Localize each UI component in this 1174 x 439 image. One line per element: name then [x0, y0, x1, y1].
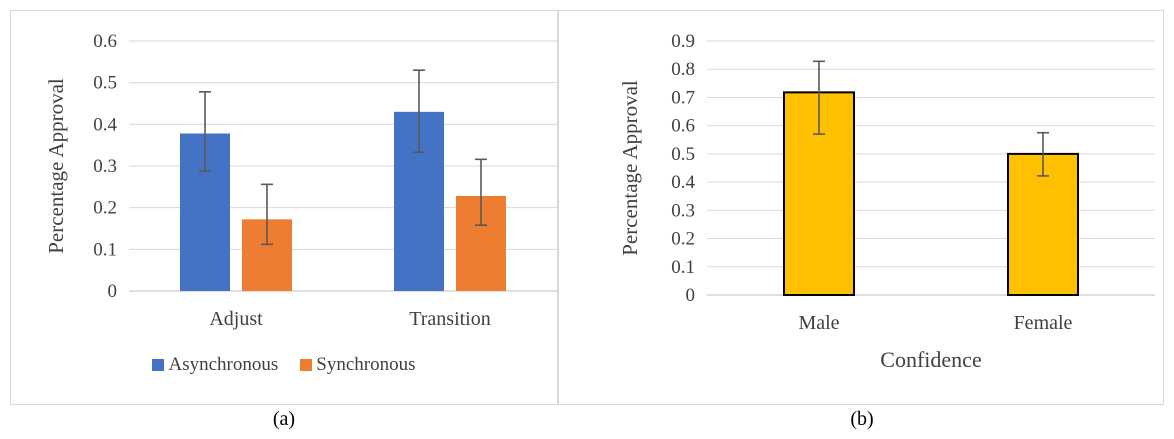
y-tick-label: 0.6 — [671, 116, 695, 137]
caption-b: (b) — [850, 408, 874, 430]
legend-item-asynchronous: Asynchronous — [152, 354, 278, 376]
y-tick-label: 0.3 — [93, 156, 117, 177]
legend-swatch-asynchronous — [152, 359, 165, 371]
caption-a: (a) — [272, 408, 296, 430]
y-axis-label: Percentage Approval — [618, 80, 642, 256]
y-tick-label: 0.3 — [671, 200, 695, 221]
y-tick-label: 0.5 — [93, 73, 117, 94]
x-tick-label: Transition — [409, 308, 491, 330]
y-tick-label: 0.4 — [93, 114, 117, 135]
y-tick-label: 0.8 — [671, 59, 695, 80]
y-tick-label: 0.2 — [93, 198, 117, 219]
legend-label-synchronous: Synchronous — [316, 354, 416, 375]
y-tick-label: 0.1 — [671, 257, 695, 278]
x-tick-label: Male — [798, 312, 839, 334]
legend-swatch-synchronous — [300, 359, 313, 371]
chart-panel-a: 0 0.1 0.2 0.3 0.4 0.5 0.6 Percentage Approval Ad… — [10, 10, 558, 405]
y-tick-label: 0.4 — [671, 172, 695, 193]
chart-a-svg: 0 0.1 0.2 0.3 0.4 0.5 0.6 Percentage Approval Ad… — [44, 31, 557, 330]
legend-item-synchronous: Synchronous — [300, 354, 416, 376]
y-tick-label: 0.5 — [671, 144, 695, 165]
y-tick-label: 0.6 — [93, 31, 117, 52]
chart-panel-b: 0 0.1 0.2 0.3 0.4 0.5 0.6 0.7 0.8 0.9 Percentage A… — [558, 10, 1164, 405]
x-tick-label: Female — [1014, 312, 1073, 334]
y-tick-label: 0.9 — [671, 31, 695, 52]
legend-label-asynchronous: Asynchronous — [168, 354, 279, 375]
y-axis-label: Percentage Approval — [44, 78, 68, 254]
y-tick-label: 0 — [686, 285, 696, 306]
y-tick-label: 0.7 — [671, 87, 695, 108]
x-tick-label: Adjust — [209, 308, 263, 330]
x-axis-label: Confidence — [880, 347, 981, 372]
y-tick-label: 0.2 — [671, 229, 695, 250]
chart-a-legend: Asynchronous Synchronous — [11, 354, 557, 376]
y-tick-label: 0.1 — [93, 239, 117, 260]
y-tick-label: 0 — [108, 281, 118, 302]
chart-b-svg: 0 0.1 0.2 0.3 0.4 0.5 0.6 0.7 0.8 0.9 Percentage A… — [618, 31, 1155, 372]
